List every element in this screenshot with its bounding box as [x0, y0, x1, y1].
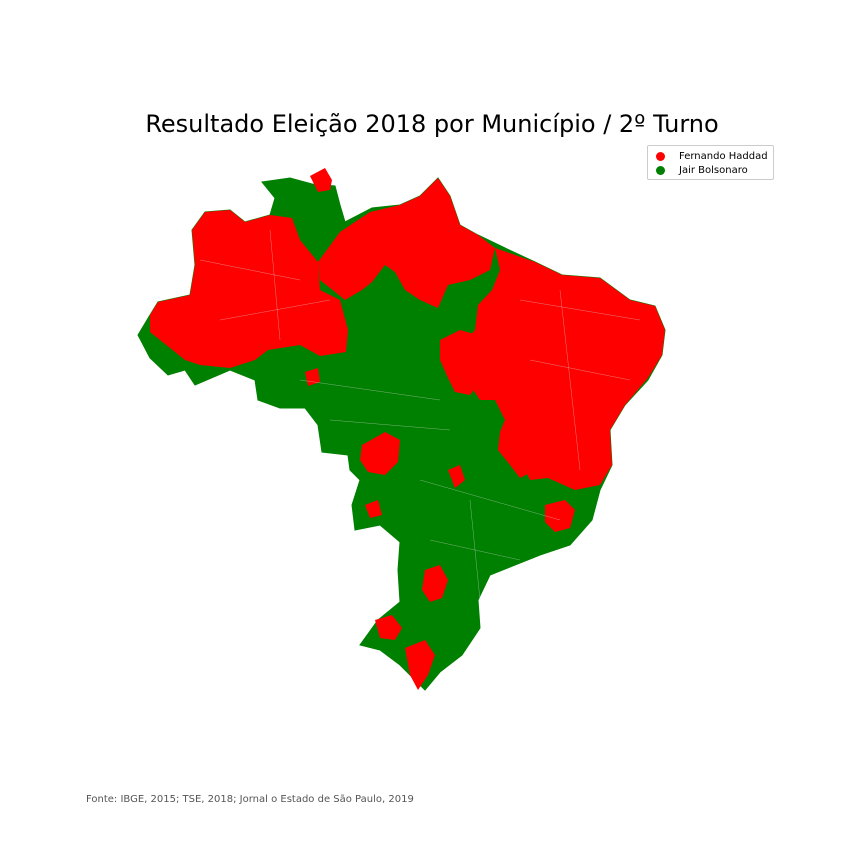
region-haddad-para — [318, 178, 495, 308]
municipality-borders — [199, 229, 641, 601]
legend-item-bolsonaro: Jair Bolsonaro — [656, 163, 748, 177]
region-haddad-go — [448, 465, 465, 488]
region-haddad-ms — [365, 500, 382, 518]
region-haddad-rs-west — [375, 615, 402, 640]
region-haddad-northeast — [448, 248, 665, 490]
legend-label-bolsonaro: Jair Bolsonaro — [679, 164, 748, 176]
source-note: Fonte: IBGE, 2015; TSE, 2018; Jornal o E… — [86, 794, 414, 805]
region-haddad-roraima — [310, 168, 332, 192]
region-haddad-mg-north — [498, 420, 535, 478]
region-haddad-ro — [305, 368, 320, 386]
region-haddad-west-maranhao — [440, 330, 482, 395]
legend-label-haddad: Fernando Haddad — [679, 150, 768, 162]
bolsonaro-dot-icon — [656, 165, 665, 175]
haddad-dot-icon — [656, 151, 665, 161]
region-haddad-southeast — [545, 500, 575, 532]
region-haddad-mt — [360, 432, 400, 475]
region-haddad-parana — [422, 565, 448, 602]
region-haddad-amazonas — [150, 210, 348, 368]
legend-item-haddad: Fernando Haddad — [656, 149, 768, 163]
legend: Fernando Haddad Jair Bolsonaro — [647, 145, 774, 180]
region-haddad-rs-south — [405, 640, 435, 690]
map-title: Resultado Eleição 2018 por Município / 2… — [145, 110, 719, 138]
